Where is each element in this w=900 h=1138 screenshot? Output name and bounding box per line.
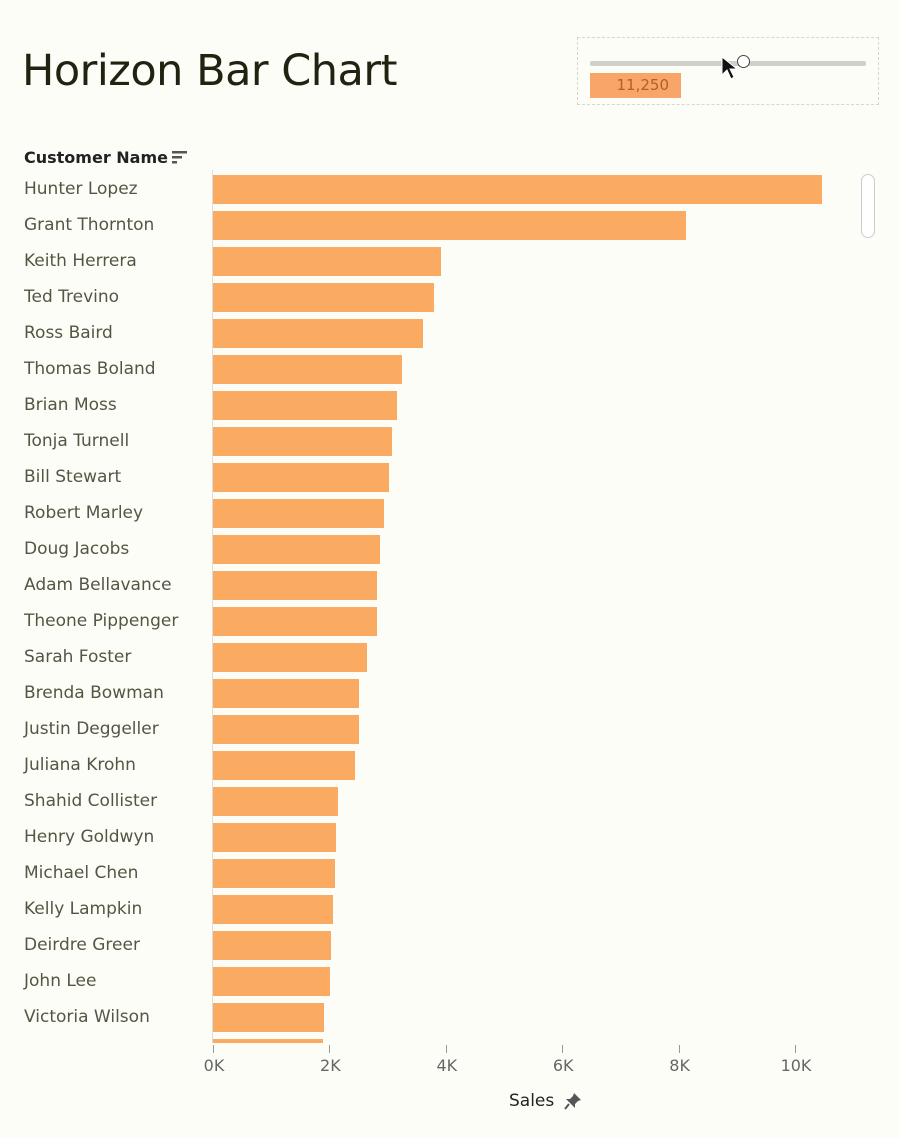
x-tick-label: 8K (669, 1056, 690, 1075)
bar[interactable] (213, 931, 332, 960)
category-label[interactable]: Justin Deggeller (24, 719, 159, 739)
bar[interactable] (213, 535, 381, 564)
x-tick (213, 1045, 214, 1053)
category-label[interactable]: Theone Pippenger (24, 611, 179, 631)
x-tick (795, 1045, 796, 1053)
category-label[interactable]: John Lee (24, 971, 97, 991)
bar[interactable] (213, 571, 378, 600)
category-label[interactable]: Bill Stewart (24, 467, 122, 487)
vertical-scrollbar[interactable] (861, 174, 875, 238)
bar[interactable] (213, 715, 360, 744)
parameter-value[interactable]: 11,250 (590, 73, 681, 98)
x-tick-label: 2K (320, 1056, 341, 1075)
category-label[interactable]: Ross Baird (24, 323, 113, 343)
x-tick-label: 6K (552, 1056, 574, 1075)
bar[interactable] (213, 391, 397, 420)
category-label[interactable]: Henry Goldwyn (24, 827, 155, 847)
x-axis-title: Sales (509, 1091, 555, 1111)
category-label[interactable]: Kelly Lampkin (24, 899, 143, 919)
category-label[interactable]: Hunter Lopez (24, 179, 138, 199)
slider-thumb[interactable] (737, 55, 751, 68)
bar[interactable] (213, 319, 424, 348)
bar-plot-area: Hunter Lopez Grant Thornton Keith Herrera T… (0, 170, 860, 1043)
mouse-cursor-icon (721, 55, 739, 80)
bar[interactable] (213, 967, 330, 996)
bar[interactable] (213, 859, 336, 888)
category-label[interactable]: Deirdre Greer (24, 935, 140, 955)
bar[interactable] (213, 787, 339, 816)
bar[interactable] (213, 607, 378, 636)
column-header-customer-name: Customer Name (24, 148, 168, 167)
category-label[interactable]: Robert Marley (24, 503, 144, 523)
category-label[interactable]: Michael Chen (24, 863, 139, 883)
x-tick (329, 1045, 331, 1053)
bar[interactable] (213, 355, 403, 384)
pin-icon[interactable] (563, 1091, 583, 1111)
category-label[interactable]: Ted Trevino (24, 287, 120, 307)
category-label[interactable]: Brenda Bowman (24, 683, 164, 703)
bar[interactable] (213, 463, 389, 492)
bar[interactable] (213, 895, 333, 924)
category-label[interactable]: Victoria Wilson (24, 1007, 150, 1027)
bar[interactable] (213, 1039, 323, 1043)
bar[interactable] (213, 499, 385, 528)
x-tick (678, 1045, 680, 1053)
bar[interactable] (213, 751, 355, 780)
x-tick-label: 0K (203, 1056, 225, 1075)
bar[interactable] (213, 427, 393, 456)
x-tick-label: 10K (780, 1056, 812, 1075)
category-label[interactable]: Adam Bellavance (24, 575, 172, 595)
page-title: Horizon Bar Chart (22, 46, 397, 96)
category-label[interactable]: Keith Herrera (24, 251, 137, 271)
category-label[interactable]: Tonja Turnell (24, 431, 130, 451)
category-label[interactable]: Doug Jacobs (24, 539, 130, 559)
category-label[interactable]: Sarah Foster (24, 647, 132, 667)
bar[interactable] (213, 643, 368, 672)
x-tick (562, 1045, 564, 1053)
zero-axis-line (212, 170, 213, 1043)
bar[interactable] (213, 283, 435, 312)
x-tick-label: 4K (436, 1056, 458, 1075)
sort-descending-icon[interactable] (172, 150, 188, 164)
bar[interactable] (213, 211, 687, 240)
category-label[interactable]: Shahid Collister (24, 791, 158, 811)
bar[interactable] (213, 823, 336, 852)
bar[interactable] (213, 679, 360, 708)
bar[interactable] (213, 1003, 325, 1032)
bar[interactable] (213, 175, 822, 204)
bar[interactable] (213, 247, 442, 276)
category-label[interactable]: Thomas Boland (24, 359, 156, 379)
category-label[interactable]: Juliana Krohn (24, 755, 136, 775)
category-label[interactable]: Brian Moss (24, 395, 117, 415)
category-label[interactable]: Grant Thornton (24, 215, 155, 235)
x-tick (445, 1045, 447, 1053)
